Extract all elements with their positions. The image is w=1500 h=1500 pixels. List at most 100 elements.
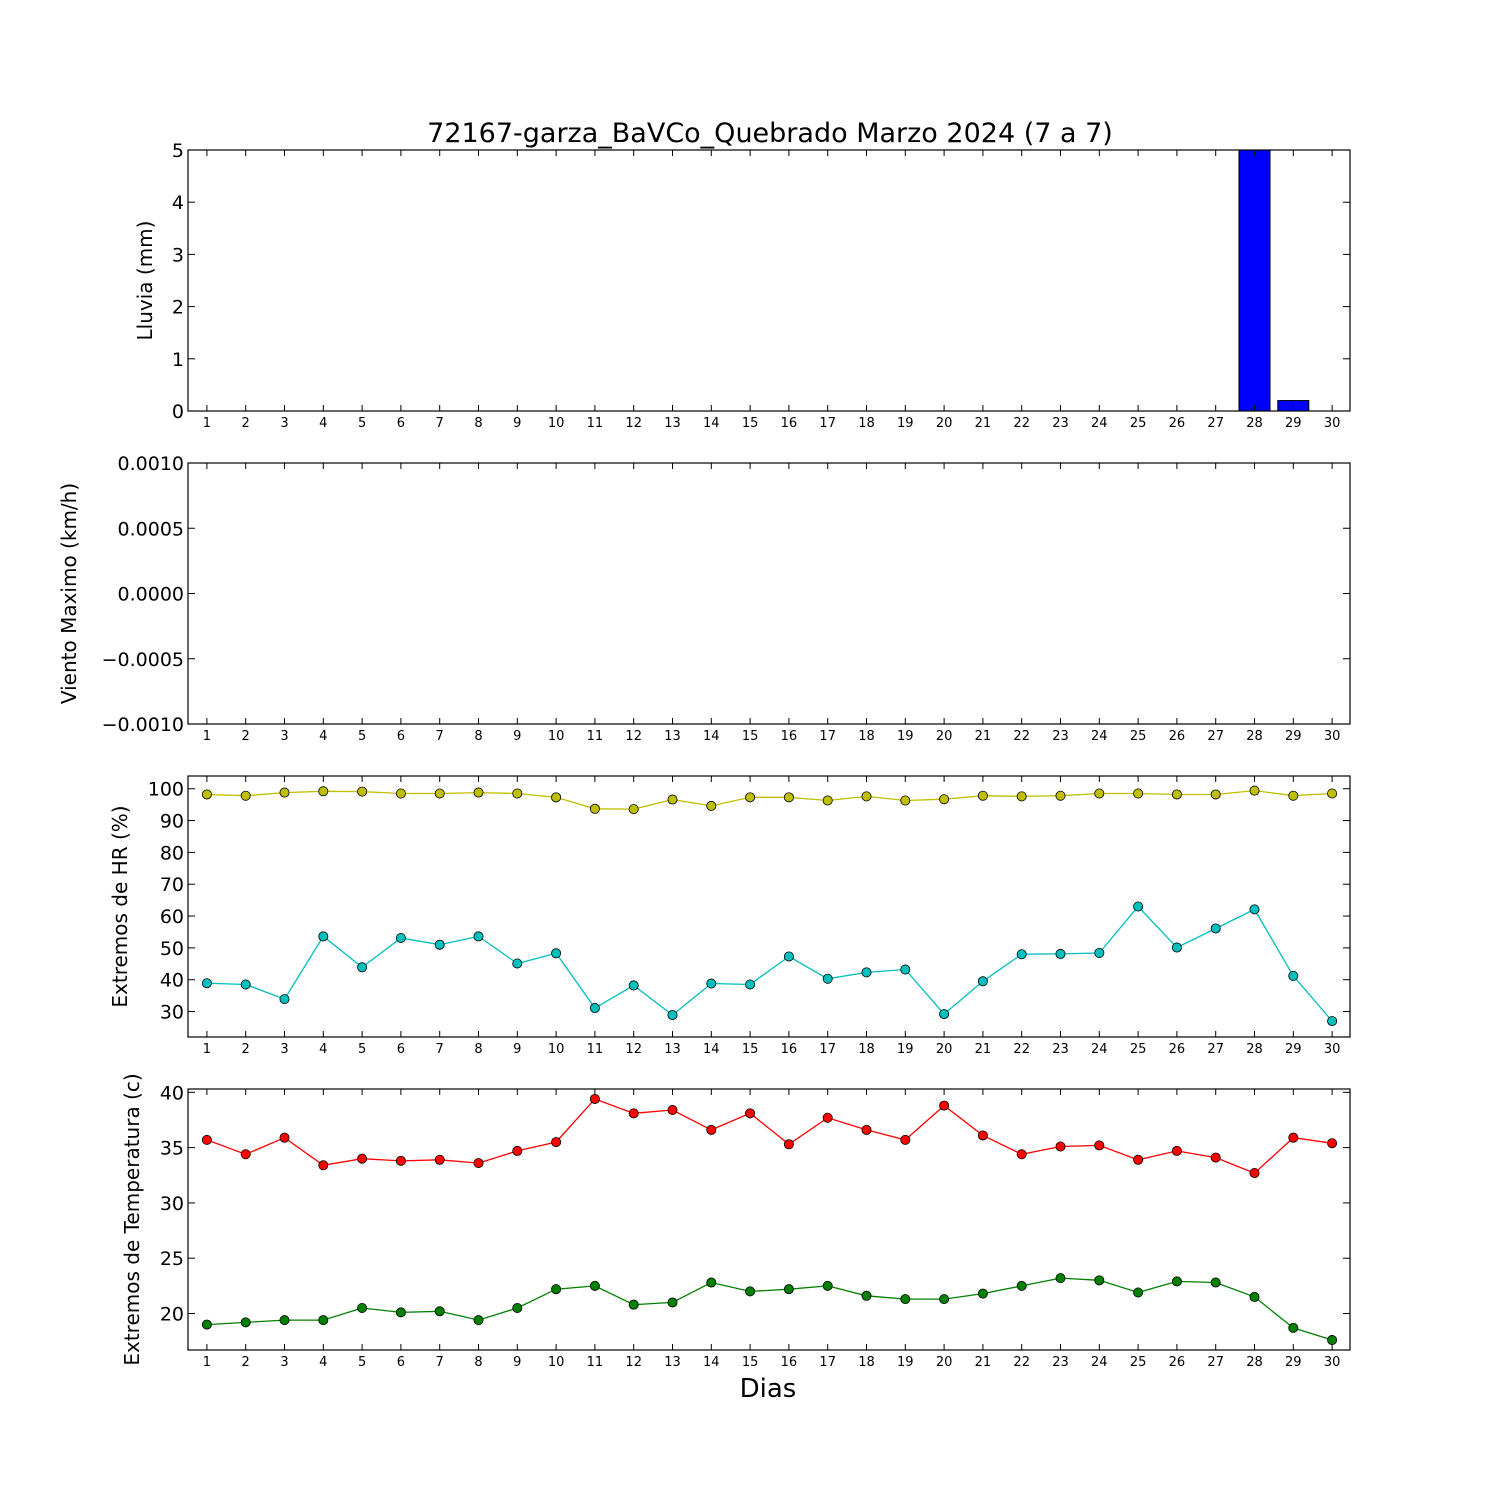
x-tick-label: 23 bbox=[1052, 416, 1069, 431]
x-tick-label: 10 bbox=[548, 1042, 565, 1057]
x-tick-label: 29 bbox=[1285, 1355, 1302, 1370]
series-1-point-day-17 bbox=[822, 1112, 833, 1123]
bar-day-28 bbox=[1238, 149, 1271, 412]
series-2-line bbox=[206, 905, 1333, 1022]
series-1-point-day-7 bbox=[434, 1154, 445, 1165]
series-1-point-day-26 bbox=[1171, 789, 1182, 800]
y-axis-label: Extremos de Temperatura (c) bbox=[120, 1073, 144, 1365]
x-tick-label: 27 bbox=[1207, 729, 1224, 744]
x-tick-label: 14 bbox=[703, 729, 720, 744]
x-tick-label: 17 bbox=[819, 729, 836, 744]
y-tick-label: 1 bbox=[172, 349, 184, 371]
x-tick-label: 28 bbox=[1246, 416, 1263, 431]
x-tick-label: 23 bbox=[1052, 1355, 1069, 1370]
series-2-point-day-15 bbox=[745, 979, 756, 990]
series-2-point-day-26 bbox=[1171, 942, 1182, 953]
x-tick-label: 9 bbox=[513, 1042, 521, 1057]
series-2-point-day-4 bbox=[318, 931, 329, 942]
x-tick-label: 22 bbox=[1013, 1355, 1030, 1370]
y-tick-label: 50 bbox=[160, 938, 184, 960]
x-tick-label: 9 bbox=[513, 416, 521, 431]
series-2-point-day-17 bbox=[822, 1280, 833, 1291]
x-tick-label: 8 bbox=[474, 729, 482, 744]
series-1-point-day-25 bbox=[1133, 1154, 1144, 1165]
y-tick-label: −0.0005 bbox=[102, 649, 184, 671]
series-2-point-day-8 bbox=[473, 931, 484, 942]
series-1-point-day-30 bbox=[1327, 788, 1338, 799]
x-tick-label: 3 bbox=[280, 1042, 288, 1057]
series-1-point-day-6 bbox=[395, 1155, 406, 1166]
y-tick-label: 40 bbox=[160, 1082, 184, 1104]
series-2-point-day-6 bbox=[395, 933, 406, 944]
series-2-point-day-13 bbox=[667, 1297, 678, 1308]
x-tick-label: 5 bbox=[358, 1355, 366, 1370]
y-tick-label: 0.0010 bbox=[118, 453, 184, 475]
series-2-point-day-3 bbox=[279, 1315, 290, 1326]
y-tick-label: −0.0010 bbox=[102, 714, 184, 736]
x-tick-label: 20 bbox=[936, 416, 953, 431]
x-tick-label: 27 bbox=[1207, 416, 1224, 431]
series-1-point-day-15 bbox=[745, 792, 756, 803]
series-2-point-day-22 bbox=[1016, 1280, 1027, 1291]
series-2-point-day-16 bbox=[783, 1284, 794, 1295]
x-tick-label: 29 bbox=[1285, 1042, 1302, 1057]
x-tick-label: 19 bbox=[897, 729, 914, 744]
series-2-point-day-17 bbox=[822, 973, 833, 984]
series-2-point-day-28 bbox=[1249, 1291, 1260, 1302]
series-1-point-day-1 bbox=[201, 789, 212, 800]
x-tick-label: 25 bbox=[1130, 729, 1147, 744]
series-2-point-day-25 bbox=[1133, 901, 1144, 912]
x-tick-label: 23 bbox=[1052, 1042, 1069, 1057]
series-2-point-day-11 bbox=[589, 1003, 600, 1014]
series-1-point-day-18 bbox=[861, 791, 872, 802]
series-2-point-day-10 bbox=[551, 948, 562, 959]
series-1-point-day-20 bbox=[939, 794, 950, 805]
y-tick-label: 20 bbox=[160, 1304, 184, 1326]
series-1-point-day-11 bbox=[589, 803, 600, 814]
x-tick-label: 6 bbox=[397, 729, 405, 744]
series-2-line bbox=[206, 1277, 1333, 1341]
x-tick-label: 2 bbox=[242, 1042, 250, 1057]
series-1-point-day-5 bbox=[357, 1153, 368, 1164]
y-tick-label: 2 bbox=[172, 297, 184, 319]
x-tick-label: 11 bbox=[587, 1355, 604, 1370]
series-1-point-day-23 bbox=[1055, 790, 1066, 801]
series-2-point-day-27 bbox=[1210, 1277, 1221, 1288]
series-2-point-day-5 bbox=[357, 962, 368, 973]
y-axis-label: Viento Maximo (km/h) bbox=[57, 483, 81, 704]
x-tick-label: 21 bbox=[975, 729, 992, 744]
x-tick-label: 12 bbox=[625, 1355, 642, 1370]
x-tick-label: 4 bbox=[319, 729, 327, 744]
y-tick-label: 25 bbox=[160, 1248, 184, 1270]
x-tick-label: 18 bbox=[858, 416, 875, 431]
x-tick-label: 16 bbox=[781, 1355, 798, 1370]
series-1-point-day-14 bbox=[706, 800, 717, 811]
x-tick-label: 23 bbox=[1052, 729, 1069, 744]
x-axis-label: Dias bbox=[740, 1374, 797, 1404]
series-2-point-day-1 bbox=[201, 1319, 212, 1330]
x-tick-label: 19 bbox=[897, 1042, 914, 1057]
x-tick-label: 20 bbox=[936, 729, 953, 744]
series-2-point-day-14 bbox=[706, 978, 717, 989]
x-tick-label: 9 bbox=[513, 729, 521, 744]
series-1-point-day-1 bbox=[201, 1134, 212, 1145]
x-tick-label: 6 bbox=[397, 416, 405, 431]
x-tick-label: 18 bbox=[858, 1355, 875, 1370]
x-tick-label: 7 bbox=[436, 1355, 444, 1370]
series-1-point-day-13 bbox=[667, 1105, 678, 1116]
x-tick-label: 22 bbox=[1013, 729, 1030, 744]
x-tick-label: 2 bbox=[242, 416, 250, 431]
x-tick-label: 22 bbox=[1013, 1042, 1030, 1057]
series-1-point-day-4 bbox=[318, 1160, 329, 1171]
y-tick-label: 70 bbox=[160, 874, 184, 896]
y-tick-label: 30 bbox=[160, 1193, 184, 1215]
series-1-point-day-30 bbox=[1327, 1138, 1338, 1149]
y-tick-label: 90 bbox=[160, 811, 184, 833]
x-tick-label: 11 bbox=[587, 729, 604, 744]
series-1-point-day-2 bbox=[240, 1149, 251, 1160]
series-1-point-day-29 bbox=[1288, 1132, 1299, 1143]
x-tick-label: 30 bbox=[1324, 1042, 1341, 1057]
